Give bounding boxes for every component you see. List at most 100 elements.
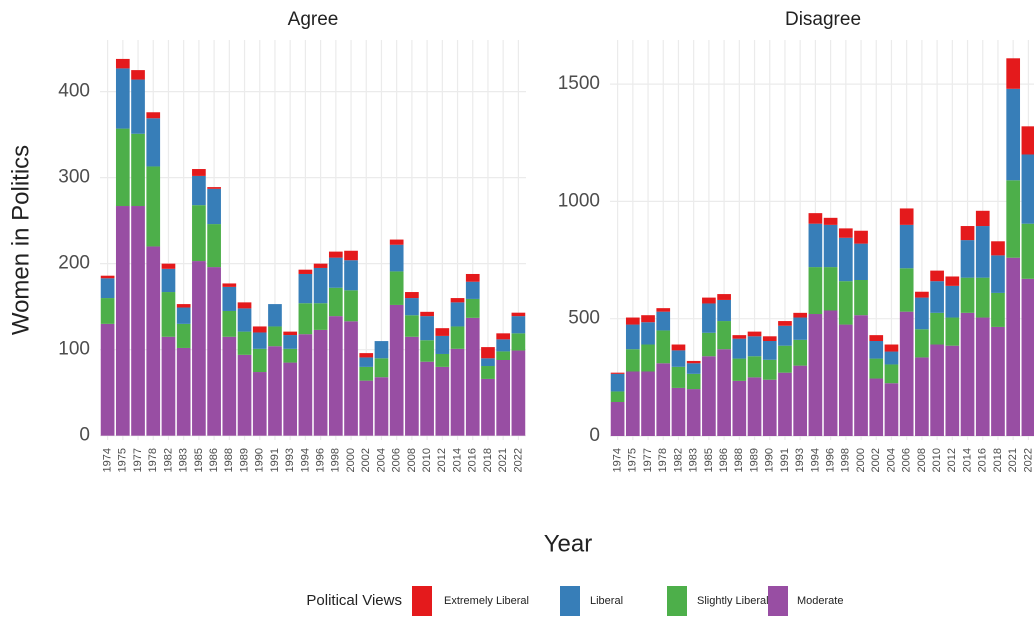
bar-segment [1006,88,1021,181]
bar-segment [237,302,252,309]
bar-segment [945,276,960,286]
bar-segment [359,366,374,381]
bar-segment [884,383,899,437]
bar-segment [283,348,298,363]
x-tick-label: 2002 [360,448,372,472]
bar-segment [222,310,237,337]
bar-segment [131,133,145,207]
bar-segment [945,345,960,437]
bar-segment [930,270,944,282]
bar-segment [313,329,328,436]
bar-segment [899,224,914,269]
bar-segment [207,187,221,189]
bar-segment [1006,180,1021,258]
bar-segment [450,326,465,349]
bar-segment [313,263,328,268]
x-tick-label: 1977 [132,448,144,472]
bar-segment [960,240,975,278]
bar-segment [869,335,884,341]
bar-segment [359,353,374,358]
bar-segment [192,261,206,436]
bar-segment [313,267,328,304]
bar-segment [793,317,808,340]
bar-segment [808,213,823,224]
x-tick-label: 2016 [467,448,479,472]
bar-segment [838,228,853,238]
x-tick-label: 2014 [961,448,973,472]
bar-segment [511,350,526,436]
bar-segment [389,304,404,436]
bar-segment [222,336,237,436]
bar-segment [146,246,161,436]
bar-segment [793,312,808,318]
bar-segment [884,344,899,352]
bar-segment [511,312,526,317]
x-tick-label: 2018 [992,448,1004,472]
x-tick-label: 2004 [885,448,897,472]
x-tick-label: 1990 [764,448,776,472]
x-tick-label: 2012 [436,448,448,472]
bar-segment [808,314,823,437]
bar-segment [511,333,526,351]
bar-segment [511,316,526,334]
bar-segment [991,326,1005,437]
bar-segment [298,303,313,335]
bar-segment [222,283,237,287]
bar-segment [838,237,853,282]
bar-segment [762,340,777,360]
bar-segment [496,351,511,360]
bar-segment [671,350,686,367]
bar-segment [702,297,716,304]
bar-segment [702,356,716,437]
legend-key [667,586,687,616]
legend-label: Slightly Liberal [697,595,769,607]
x-tick-label: 2018 [482,448,494,472]
bar-segment [161,336,176,436]
bar-segment [915,297,929,330]
bar-segment [702,303,716,333]
bar-segment [192,169,206,176]
bar-segment [641,315,655,323]
bar-segment [930,312,944,345]
x-tick-label: 2022 [512,448,524,472]
x-tick-label: 1996 [825,448,837,472]
bar-segment [405,298,419,316]
bar-segment [435,328,450,336]
bar-segment [641,344,655,372]
bar-segment [100,298,115,324]
bar-segment [945,317,960,346]
bar-segment [283,335,298,349]
bar-segment [344,290,358,322]
x-axis-label: Year [544,530,593,557]
x-tick-label: 1974 [102,448,114,472]
bar-segment [465,273,480,282]
bar-segment [975,226,990,278]
bar-segment [975,210,990,227]
bar-segment [268,346,282,436]
x-tick-label: 2014 [451,448,463,472]
bar-segment [823,310,838,437]
bar-segment [161,292,176,337]
bar-segment [115,128,130,207]
bar-segment [1021,154,1034,224]
bar-segment [222,286,237,311]
bar-segment [298,273,313,304]
bar-segment [389,244,404,272]
bar-segment [435,366,450,436]
bar-segment [328,287,343,317]
bar-segment [252,348,267,373]
bar-segment [496,333,511,340]
bar-segment [115,68,130,129]
x-tick-label: 2004 [375,448,387,472]
bar-segment [344,250,358,261]
bar-segment [899,311,914,437]
bar-segment [328,251,343,258]
bar-segment [252,326,267,333]
bar-segment [899,268,914,312]
bar-segment [762,336,777,341]
bar-segment [237,308,252,332]
bar-segment [854,280,868,316]
bar-segment [671,344,686,351]
x-tick-label: 1982 [162,448,174,472]
